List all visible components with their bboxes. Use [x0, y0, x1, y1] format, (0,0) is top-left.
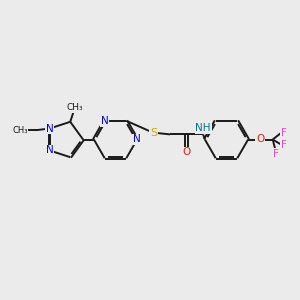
Text: CH₃: CH₃ — [67, 103, 83, 112]
Text: F: F — [280, 128, 286, 138]
Text: N: N — [133, 134, 141, 145]
Text: N: N — [46, 124, 53, 134]
Text: F: F — [273, 149, 279, 159]
Text: O: O — [182, 147, 191, 158]
Text: N: N — [101, 116, 109, 126]
Text: NH: NH — [195, 123, 211, 133]
Text: CH₃: CH₃ — [12, 126, 28, 135]
Text: O: O — [256, 134, 264, 145]
Text: N: N — [46, 146, 53, 155]
Text: F: F — [281, 140, 287, 150]
Text: S: S — [150, 128, 157, 138]
